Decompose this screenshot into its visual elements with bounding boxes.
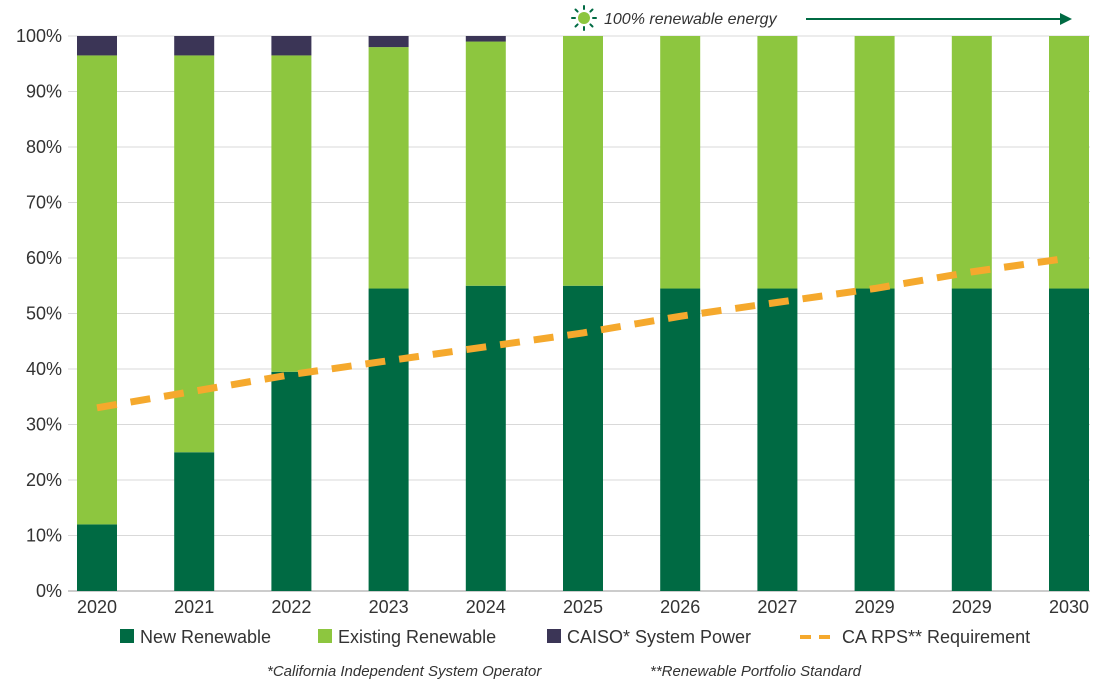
legend: New Renewable Existing Renewable CAISO* … xyxy=(120,627,1030,647)
bar-existing-renewable xyxy=(563,36,603,286)
x-tick-label: 2027 xyxy=(757,597,797,617)
legend-label-new-renewable: New Renewable xyxy=(140,627,271,647)
y-tick-label: 90% xyxy=(26,82,62,102)
bar-new-renewable xyxy=(757,288,798,591)
rps-line xyxy=(96,254,1070,412)
legend-item-caiso-system-power: CAISO* System Power xyxy=(547,627,751,647)
annotation-banner: 100% renewable energy xyxy=(571,5,1072,31)
bar-existing-renewable xyxy=(854,36,895,289)
bar-existing-renewable xyxy=(271,55,312,372)
right-arrow-icon xyxy=(806,13,1072,25)
y-tick-label: 10% xyxy=(26,526,62,546)
y-tick-label: 50% xyxy=(26,304,62,324)
legend-item-existing-renewable: Existing Renewable xyxy=(318,627,496,647)
bar-new-renewable xyxy=(271,371,312,591)
bar-existing-renewable xyxy=(1049,36,1089,289)
x-tick-label: 2026 xyxy=(660,597,700,617)
y-tick-label: 70% xyxy=(26,193,62,213)
y-tick-label: 60% xyxy=(26,248,62,268)
footnotes: *California Independent System Operator … xyxy=(267,663,862,680)
legend-swatch-caiso-system-power xyxy=(547,629,561,643)
bar-existing-renewable xyxy=(77,55,117,525)
sun-icon xyxy=(571,5,597,31)
x-tick-label: 2030 xyxy=(1049,597,1089,617)
y-tick-label: 20% xyxy=(26,470,62,490)
bar-new-renewable xyxy=(951,288,992,591)
x-tick-label: 2020 xyxy=(77,597,117,617)
x-axis: 2020 2021 2022 2023 2024 2025 2026 2027 2029 2029… xyxy=(77,597,1089,617)
bar-new-renewable xyxy=(660,288,701,591)
bar-new-renewable xyxy=(1049,288,1089,591)
bar-new-renewable xyxy=(854,288,895,591)
legend-label-existing-renewable: Existing Renewable xyxy=(338,627,496,647)
legend-label-caiso-system-power: CAISO* System Power xyxy=(567,627,751,647)
bar-new-renewable xyxy=(174,452,215,591)
bar-existing-renewable xyxy=(465,41,506,286)
legend-item-new-renewable: New Renewable xyxy=(120,627,271,647)
x-tick-label: 2024 xyxy=(466,597,506,617)
bar-new-renewable xyxy=(77,524,117,591)
x-tick-label: 2021 xyxy=(174,597,214,617)
bar-new-renewable xyxy=(465,285,506,591)
legend-swatch-new-renewable xyxy=(120,629,134,643)
x-tick-label: 2025 xyxy=(563,597,603,617)
x-tick-label: 2022 xyxy=(271,597,311,617)
y-tick-label: 40% xyxy=(26,359,62,379)
y-axis: 0% 10% 20% 30% 40% 50% 60% 70% 80% 90% 100% xyxy=(16,26,62,601)
x-tick-label: 2029 xyxy=(952,597,992,617)
y-tick-label: 100% xyxy=(16,26,62,46)
bar-caiso-system-power xyxy=(174,36,215,56)
bar-new-renewable xyxy=(368,288,409,591)
rps-requirement-line xyxy=(96,254,1070,412)
bar-caiso-system-power xyxy=(368,36,409,48)
y-tick-label: 80% xyxy=(26,137,62,157)
bar-caiso-system-power xyxy=(77,36,117,56)
x-tick-label: 2023 xyxy=(369,597,409,617)
bar-caiso-system-power xyxy=(271,36,312,56)
legend-swatch-existing-renewable xyxy=(318,629,332,643)
footnote-rps: **Renewable Portfolio Standard xyxy=(650,663,862,680)
y-tick-label: 30% xyxy=(26,415,62,435)
bar-existing-renewable xyxy=(757,36,798,289)
bar-existing-renewable xyxy=(951,36,992,289)
annotation-text: 100% renewable energy xyxy=(604,11,778,28)
y-tick-label: 0% xyxy=(36,581,62,601)
legend-item-rps-requirement: CA RPS** Requirement xyxy=(800,627,1030,647)
legend-label-rps-requirement: CA RPS** Requirement xyxy=(842,627,1030,647)
bar-existing-renewable xyxy=(368,47,409,289)
x-tick-label: 2029 xyxy=(855,597,895,617)
bar-caiso-system-power xyxy=(465,36,506,42)
bar-existing-renewable xyxy=(660,36,701,289)
footnote-caiso: *California Independent System Operator xyxy=(267,663,542,680)
